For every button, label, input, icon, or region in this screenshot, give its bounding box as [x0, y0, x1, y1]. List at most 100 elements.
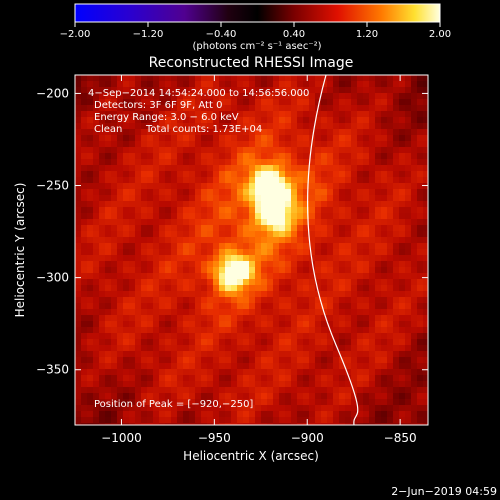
heatmap-cell — [333, 237, 340, 244]
heatmap-cell — [213, 291, 220, 298]
heatmap-cell — [339, 279, 346, 286]
heatmap-cell — [111, 351, 118, 358]
heatmap-cell — [183, 159, 190, 166]
heatmap-cell — [357, 381, 364, 388]
heatmap-cell — [87, 255, 94, 262]
heatmap-cell — [255, 177, 262, 184]
heatmap-cell — [93, 123, 100, 130]
heatmap-cell — [153, 405, 160, 412]
heatmap-cell — [303, 207, 310, 214]
heatmap-cell — [237, 285, 244, 292]
heatmap-cell — [231, 231, 238, 238]
heatmap-cell — [369, 255, 376, 262]
heatmap-cell — [249, 177, 256, 184]
heatmap-cell — [417, 267, 424, 274]
heatmap-cell — [351, 405, 358, 412]
heatmap-cell — [207, 417, 214, 424]
heatmap-cell — [405, 333, 412, 340]
heatmap-cell — [195, 315, 202, 322]
heatmap-cell — [141, 315, 148, 322]
heatmap-cell — [99, 213, 106, 220]
heatmap-cell — [327, 87, 334, 94]
heatmap-cell — [237, 303, 244, 310]
heatmap-cell — [189, 237, 196, 244]
heatmap-cell — [249, 123, 256, 130]
heatmap-cell — [303, 123, 310, 130]
heatmap-cell — [369, 183, 376, 190]
heatmap-cell — [363, 315, 370, 322]
heatmap-cell — [417, 285, 424, 292]
heatmap-cell — [129, 147, 136, 154]
heatmap-cell — [93, 147, 100, 154]
heatmap-cell — [309, 309, 316, 316]
heatmap-cell — [375, 117, 382, 124]
heatmap-cell — [357, 261, 364, 268]
heatmap-cell — [381, 231, 388, 238]
heatmap-cell — [297, 267, 304, 274]
heatmap-cell — [387, 237, 394, 244]
heatmap-cell — [165, 405, 172, 412]
heatmap-cell — [315, 255, 322, 262]
heatmap-cell — [315, 129, 322, 136]
heatmap-cell — [207, 225, 214, 232]
heatmap-cell — [81, 285, 88, 292]
heatmap-cell — [351, 369, 358, 376]
heatmap-cell — [105, 291, 112, 298]
heatmap-cell — [171, 357, 178, 364]
heatmap-cell — [159, 123, 166, 130]
heatmap-cell — [93, 105, 100, 112]
heatmap-cell — [399, 219, 406, 226]
heatmap-cell — [99, 261, 106, 268]
heatmap-cell — [81, 417, 88, 424]
heatmap-cell — [297, 273, 304, 280]
heatmap-cell — [351, 225, 358, 232]
heatmap-cell — [201, 369, 208, 376]
heatmap-cell — [201, 183, 208, 190]
heatmap-cell — [309, 333, 316, 340]
heatmap-cell — [357, 267, 364, 274]
heatmap-cell — [291, 417, 298, 424]
heatmap-cell — [321, 219, 328, 226]
heatmap-cell — [159, 291, 166, 298]
heatmap-cell — [393, 417, 400, 424]
heatmap-cell — [195, 297, 202, 304]
heatmap-cell — [165, 195, 172, 202]
heatmap-cell — [405, 267, 412, 274]
heatmap-cell — [231, 195, 238, 202]
heatmap-cell — [207, 321, 214, 328]
heatmap-cell — [105, 153, 112, 160]
heatmap-cell — [201, 111, 208, 118]
heatmap-cell — [111, 201, 118, 208]
heatmap-cell — [219, 153, 226, 160]
heatmap-cell — [219, 339, 226, 346]
heatmap-cell — [165, 357, 172, 364]
heatmap-cell — [399, 177, 406, 184]
heatmap-cell — [375, 333, 382, 340]
heatmap-cell — [75, 243, 82, 250]
heatmap-cell — [273, 135, 280, 142]
heatmap-cell — [177, 159, 184, 166]
heatmap-cell — [237, 129, 244, 136]
heatmap-cell — [351, 93, 358, 100]
heatmap-cell — [219, 297, 226, 304]
heatmap-cell — [327, 153, 334, 160]
heatmap-cell — [129, 417, 136, 424]
heatmap-cell — [315, 417, 322, 424]
heatmap-cell — [177, 303, 184, 310]
heatmap-cell — [213, 117, 220, 124]
heatmap-cell — [369, 207, 376, 214]
heatmap-cell — [291, 165, 298, 172]
heatmap-cell — [333, 207, 340, 214]
heatmap-cell — [87, 195, 94, 202]
heatmap-cell — [147, 423, 154, 425]
heatmap-cell — [171, 93, 178, 100]
heatmap-cell — [279, 303, 286, 310]
heatmap-cell — [207, 273, 214, 280]
heatmap-cell — [369, 333, 376, 340]
heatmap-cell — [387, 375, 394, 382]
heatmap-cell — [417, 423, 424, 425]
heatmap-cell — [339, 195, 346, 202]
heatmap-cell — [375, 411, 382, 418]
heatmap-cell — [99, 153, 106, 160]
heatmap-cell — [153, 117, 160, 124]
